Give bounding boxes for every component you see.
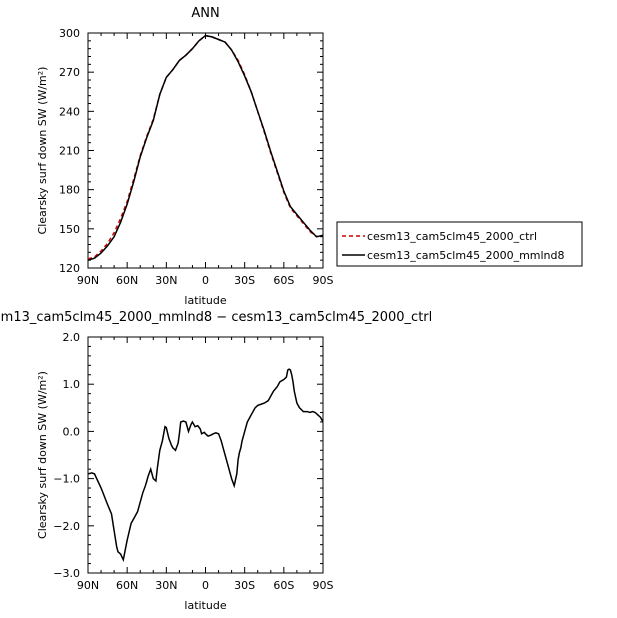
legend-entry: cesm13_cam5clm45_2000_mmlnd8 (367, 249, 565, 262)
y-tick-label: 300 (59, 27, 80, 40)
x-tick-label: 60N (116, 579, 138, 592)
y-tick-label: 240 (59, 105, 80, 118)
y-tick-label: −3.0 (53, 567, 80, 580)
x-tick-label: 0 (202, 579, 209, 592)
y-tick-label: 120 (59, 262, 80, 275)
y-tick-label: −1.0 (53, 473, 80, 486)
x-tick-label: 30N (155, 274, 177, 287)
plot-frame (87, 32, 324, 269)
x-axis-label: latitude (184, 599, 226, 612)
y-axis-label: Clearsky surf down SW (W/m²) (36, 67, 49, 235)
y-tick-label: 0.0 (63, 425, 81, 438)
y-tick-label: 2.0 (63, 331, 81, 344)
y-tick-label: 270 (59, 66, 80, 79)
x-tick-label: 0 (202, 274, 209, 287)
series-line-1 (88, 368, 323, 563)
chart-2: 90N 60N 30N 0 30S 60S 90S −3.0 −2.0 −1.0 0.0 1.0 2.0… (0, 310, 432, 612)
x-tick-label: 60S (273, 579, 294, 592)
x-tick-label: 30S (234, 274, 255, 287)
chart-title: ANN (191, 6, 219, 21)
chart-title: cesm13_cam5clm45_2000_mmlnd8 − cesm13_ca… (0, 310, 432, 325)
y-tick-label: 1.0 (63, 378, 81, 391)
legend-box (336, 221, 583, 267)
x-tick-label: 90N (77, 274, 99, 287)
x-tick-label: 90S (313, 579, 334, 592)
y-tick-label: −2.0 (53, 520, 80, 533)
y-axis-label: Clearsky surf down SW (W/m²) (36, 371, 49, 539)
series-line-1 (88, 34, 323, 260)
y-tick-label: 150 (59, 223, 80, 236)
series-line-2 (88, 34, 323, 261)
x-tick-label: 30S (234, 579, 255, 592)
chart-1: 90N 60N 30N 0 30S 60S 90S 120 150 180 210 240 270 300… (36, 6, 583, 307)
x-tick-label: 60N (116, 274, 138, 287)
x-tick-label: 90S (313, 274, 334, 287)
legend-entry: cesm13_cam5clm45_2000_ctrl (367, 230, 537, 243)
x-tick-label: 30N (155, 579, 177, 592)
y-tick-label: 180 (59, 184, 80, 197)
legend: cesm13_cam5clm45_2000_ctrl cesm13_cam5clm… (336, 221, 583, 267)
x-tick-label: 60S (273, 274, 294, 287)
y-tick-label: 210 (59, 145, 80, 158)
x-axis-label: latitude (184, 294, 226, 307)
x-tick-label: 90N (77, 579, 99, 592)
